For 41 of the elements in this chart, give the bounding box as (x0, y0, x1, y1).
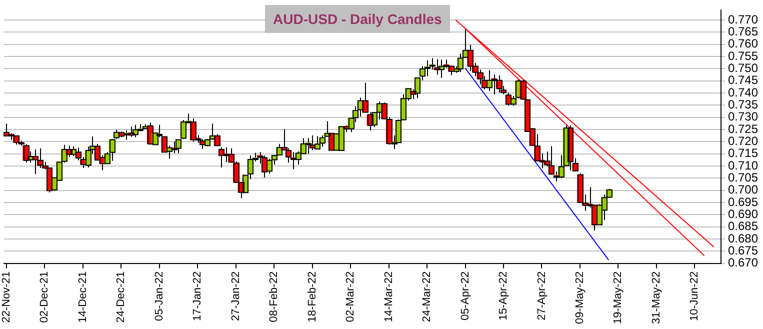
chart-title: AUD-USD - Daily Candles (265, 5, 450, 33)
x-tick-label: 18-Feb-22 (306, 271, 318, 322)
y-tick-label: 0.720 (728, 134, 758, 148)
y-tick-label: 0.680 (728, 231, 758, 246)
x-tick-label: 24-Mar-22 (421, 271, 434, 322)
x-tick-label: 27-Jan-22 (230, 271, 242, 321)
x-tick-label: 27-Apr-22 (536, 271, 548, 320)
x-tick-label: 02-Dec-21 (38, 271, 51, 323)
x-tick-label: 10-Jun-22 (688, 271, 701, 321)
y-tick-label: 0.765 (728, 24, 758, 38)
y-tick-label: 0.760 (728, 36, 758, 51)
x-tick-label: 05-Jan-22 (153, 271, 166, 321)
y-tick-label: 0.750 (728, 60, 758, 75)
x-tick-label: 17-Jan-22 (192, 271, 204, 321)
y-tick-label: 0.695 (728, 194, 758, 209)
x-tick-label: 19-May-22 (612, 271, 624, 324)
x-tick-label: 02-Mar-22 (344, 271, 357, 322)
x-tick-label: 15-Apr-22 (498, 271, 510, 320)
y-tick-label: 0.745 (728, 73, 758, 88)
y-tick-label: 0.725 (728, 122, 758, 136)
x-tick-label: 24-Dec-21 (115, 271, 128, 323)
y-tick-label: 0.735 (728, 97, 758, 112)
x-tick-label: 22-Nov-21 (0, 271, 12, 323)
y-tick-label: 0.710 (728, 158, 758, 172)
x-tick-label: 14-Dec-21 (76, 271, 89, 323)
y-tick-label: 0.740 (728, 85, 758, 100)
x-tick-label: 14-Mar-22 (382, 271, 395, 322)
x-tick-label: 08-Feb-22 (268, 271, 280, 322)
y-tick-label: 0.705 (728, 170, 758, 185)
y-tick-label: 0.700 (728, 182, 758, 197)
x-tick-label: 31-May-22 (650, 271, 662, 324)
y-tick-label: 0.715 (728, 146, 758, 160)
y-tick-label: 0.755 (728, 48, 758, 63)
y-tick-label: 0.730 (728, 110, 758, 124)
x-tick-label: 05-Apr-22 (459, 271, 472, 320)
x-tick-label: 09-May-22 (574, 271, 586, 324)
y-tick-label: 0.670 (728, 256, 758, 270)
y-tick-label: 0.675 (728, 244, 758, 258)
y-tick-label: 0.770 (728, 12, 758, 26)
y-tick-label: 0.690 (728, 207, 758, 222)
y-tick-label: 0.685 (728, 219, 758, 234)
